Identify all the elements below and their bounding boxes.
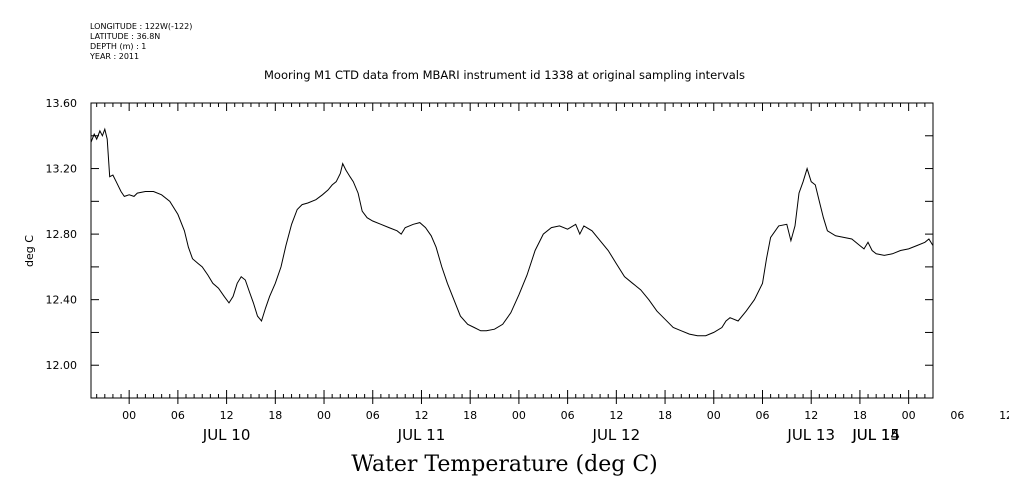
- x-hour-label: 18: [658, 409, 672, 422]
- x-hour-label: 12: [414, 409, 428, 422]
- y-axis-label: deg C: [23, 235, 36, 267]
- y-tick-label: 13.60: [46, 97, 78, 110]
- x-hour-label: 12: [220, 409, 234, 422]
- depth-text: DEPTH (m) : 1: [90, 42, 147, 51]
- x-hour-label: 18: [268, 409, 282, 422]
- x-hour-label: 00: [707, 409, 721, 422]
- x-hour-label: 06: [171, 409, 185, 422]
- x-hour-label: 06: [950, 409, 964, 422]
- x-hour-label: 06: [366, 409, 380, 422]
- x-hour-label: 00: [512, 409, 526, 422]
- metadata-block: LONGITUDE : 122W(-122) LATITUDE : 36.8N …: [90, 22, 192, 62]
- year-text: YEAR : 2011: [90, 52, 140, 61]
- x-hour-label: 12: [999, 409, 1009, 422]
- x-hour-label: 00: [122, 409, 136, 422]
- x-hour-label: 12: [609, 409, 623, 422]
- y-tick-label: 13.20: [46, 163, 78, 176]
- x-hour-label: 18: [463, 409, 477, 422]
- latitude-text: LATITUDE : 36.8N: [90, 32, 161, 41]
- x-hour-label: 18: [853, 409, 867, 422]
- y-tick-label: 12.40: [46, 294, 78, 307]
- plot-frame: [90, 102, 934, 399]
- series-line: [90, 127, 934, 337]
- longitude-text: LONGITUDE : 122W(-122): [90, 22, 193, 31]
- x-hour-label: 00: [902, 409, 916, 422]
- x-hour-label: 06: [561, 409, 575, 422]
- x-day-label: JUL 15: [851, 426, 900, 444]
- x-axis: 0006121800061218000612180006121800061218…: [96, 103, 1009, 444]
- x-day-label: JUL 12: [592, 426, 641, 444]
- x-day-label: JUL 13: [786, 426, 835, 444]
- x-day-label: JUL 10: [202, 426, 251, 444]
- x-hour-label: 06: [755, 409, 769, 422]
- x-hour-label: 12: [804, 409, 818, 422]
- bottom-title: Water Temperature (deg C): [351, 452, 658, 477]
- y-axis: 12.00 12.40 12.80 13.20 13.60: [46, 97, 933, 399]
- y-tick-label: 12.80: [46, 228, 78, 241]
- chart-title: Mooring M1 CTD data from MBARI instrumen…: [264, 68, 745, 82]
- x-day-label: JUL 11: [397, 426, 446, 444]
- series-layer: [90, 127, 934, 337]
- x-day-label: JUL 14: [851, 426, 900, 444]
- y-tick-label: 12.00: [46, 359, 78, 372]
- x-hour-label: 00: [317, 409, 331, 422]
